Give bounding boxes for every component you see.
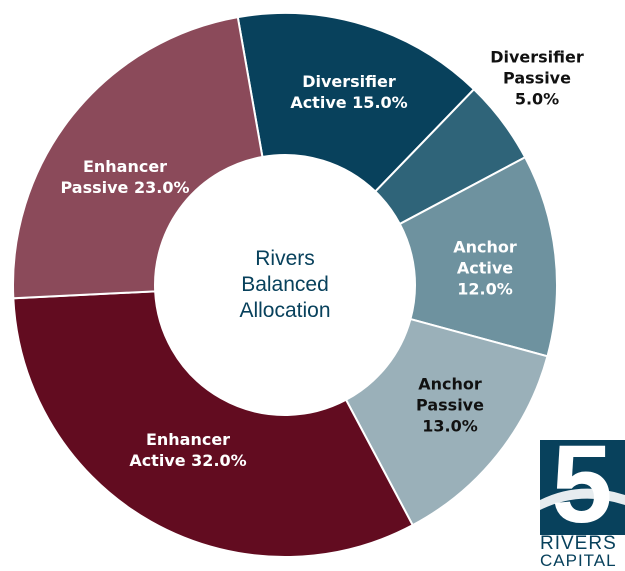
- logo-wave: [540, 488, 625, 510]
- donut-slice: [344, 317, 549, 527]
- category-label: Diversifier Active: [290, 72, 396, 112]
- value-label: 12.0%: [457, 279, 513, 299]
- slice-label: Diversifier Active 15.0%: [279, 71, 419, 113]
- value-label: 13.0%: [422, 416, 478, 436]
- donut-slice: [12, 15, 264, 300]
- value-label: 5.0%: [514, 89, 560, 109]
- chart-title: Rivers Balanced Allocation: [239, 247, 331, 322]
- value-label: 23.0%: [133, 178, 190, 197]
- slice-label: Diversifier Passive 5.0%: [487, 47, 587, 110]
- value-label: 15.0%: [352, 93, 408, 112]
- category-label: Anchor Active: [453, 237, 517, 278]
- category-label: Enhancer Passive: [60, 157, 168, 197]
- slice-label: Anchor Active 12.0%: [445, 237, 525, 300]
- slice-label: Anchor Passive 13.0%: [410, 374, 490, 437]
- category-label: Diversifier Passive: [490, 47, 584, 88]
- value-label: 32.0%: [191, 451, 247, 470]
- slice-label: Enhancer Passive 23.0%: [55, 156, 195, 198]
- logo-text: CAPITAL: [540, 551, 617, 570]
- category-label: Anchor Passive: [416, 374, 484, 415]
- logo-text: RIVERS: [540, 533, 617, 554]
- donut-slice: [12, 290, 415, 558]
- category-label: Enhancer Active: [129, 430, 231, 470]
- logo-block: [540, 440, 625, 535]
- donut-slice: [236, 12, 476, 193]
- logo-number: 5: [551, 423, 612, 546]
- slice-label: Enhancer Active 32.0%: [118, 429, 258, 471]
